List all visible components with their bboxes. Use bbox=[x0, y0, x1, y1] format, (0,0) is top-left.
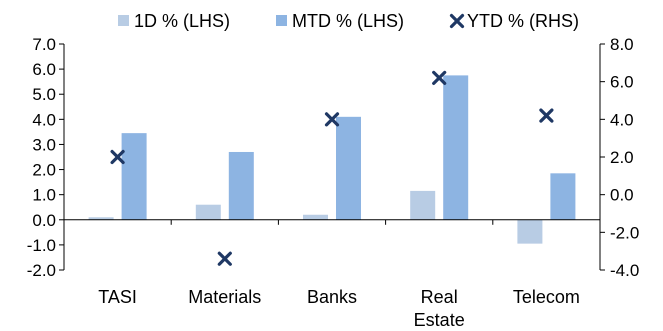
legend-swatch bbox=[276, 15, 287, 26]
left-tick-label: -1.0 bbox=[27, 236, 56, 255]
marker-x bbox=[432, 70, 447, 86]
left-axis: 7.0 6.0 5.0 4.0 3.0 2.0 1.0 0.0 -1.0 -2.0 bbox=[27, 35, 65, 280]
bar bbox=[443, 75, 469, 220]
x-axis: TASI Materials Banks Real Estate Telecom bbox=[63, 219, 601, 330]
right-tick-label: 0.0 bbox=[610, 186, 634, 205]
marker-stroke bbox=[449, 13, 465, 29]
right-tick-label: -2.0 bbox=[610, 223, 639, 242]
right-tick-label: 6.0 bbox=[610, 73, 634, 92]
category-label-line: Real bbox=[421, 287, 458, 307]
bar bbox=[336, 116, 361, 220]
marker-stroke bbox=[110, 149, 125, 165]
marker-stroke bbox=[432, 70, 447, 86]
right-tick-label: 8.0 bbox=[610, 35, 634, 54]
left-tick-label: 5.0 bbox=[32, 85, 56, 104]
left-tick-label: 6.0 bbox=[32, 60, 56, 79]
category-label: Banks bbox=[307, 287, 357, 307]
category-label: Real Estate bbox=[414, 287, 465, 330]
left-tick-label: 4.0 bbox=[32, 110, 56, 129]
marker-x bbox=[217, 251, 232, 266]
category-label-line: Banks bbox=[307, 287, 357, 307]
bar bbox=[517, 219, 543, 244]
category-label-line: TASI bbox=[98, 287, 137, 307]
bar bbox=[195, 204, 221, 220]
bar bbox=[121, 133, 147, 220]
marker-stroke bbox=[217, 251, 232, 266]
marker-stroke bbox=[324, 112, 340, 127]
marker-x bbox=[539, 108, 554, 123]
left-tick-label: 0.0 bbox=[32, 211, 56, 230]
right-tick-label: -4.0 bbox=[610, 261, 639, 280]
legend-label: YTD % (RHS) bbox=[467, 11, 579, 31]
category-label: Telecom bbox=[513, 287, 580, 307]
marker-x bbox=[324, 112, 340, 127]
bar bbox=[228, 151, 254, 220]
left-tick-label: 3.0 bbox=[32, 135, 56, 154]
legend: 1D % (LHS) MTD % (LHS) YTD % (RHS) bbox=[118, 11, 579, 31]
bar bbox=[410, 190, 436, 220]
marker-x bbox=[110, 149, 125, 165]
bars bbox=[88, 75, 576, 244]
legend-label: 1D % (LHS) bbox=[134, 11, 230, 31]
left-tick-label: 2.0 bbox=[32, 161, 56, 180]
markers bbox=[110, 70, 554, 266]
category-label-line: Telecom bbox=[513, 287, 580, 307]
category-label-line: Estate bbox=[414, 310, 465, 330]
category-label-line: Materials bbox=[188, 287, 261, 307]
marker-stroke bbox=[539, 108, 554, 123]
bar bbox=[88, 217, 114, 220]
legend-swatch bbox=[118, 15, 129, 26]
bar bbox=[303, 214, 328, 220]
left-tick-label: 1.0 bbox=[32, 186, 56, 205]
left-tick-label: -2.0 bbox=[27, 261, 56, 280]
bar bbox=[550, 173, 576, 220]
legend-label: MTD % (LHS) bbox=[292, 11, 404, 31]
left-tick-label: 7.0 bbox=[32, 35, 56, 54]
legend-marker-x bbox=[449, 13, 465, 29]
category-label: Materials bbox=[188, 287, 261, 307]
right-axis: 8.0 6.0 4.0 2.0 0.0 -2.0 -4.0 bbox=[599, 35, 639, 280]
right-tick-label: 4.0 bbox=[610, 110, 634, 129]
right-tick-label: 2.0 bbox=[610, 148, 634, 167]
category-label: TASI bbox=[98, 287, 137, 307]
